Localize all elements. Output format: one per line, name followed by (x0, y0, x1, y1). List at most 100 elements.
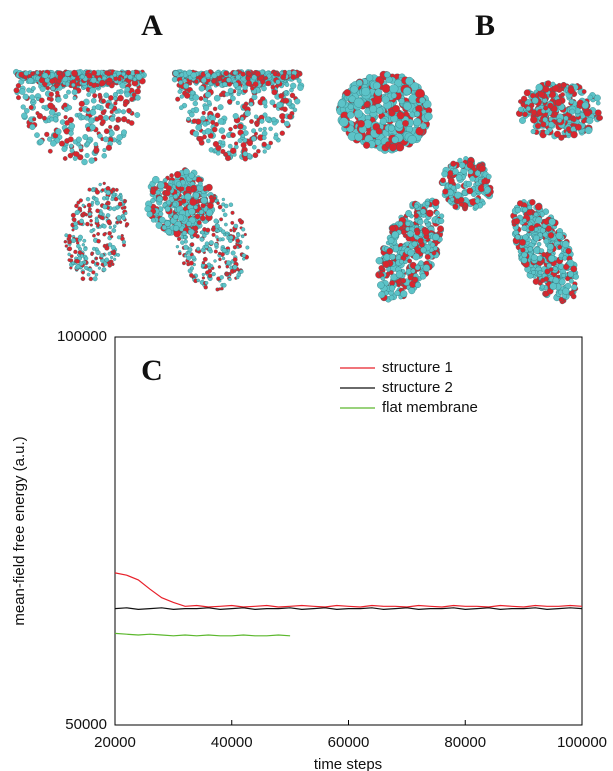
bead (287, 114, 292, 119)
bead (279, 93, 284, 98)
bead (88, 276, 93, 281)
bead (523, 112, 528, 117)
bead (263, 150, 267, 154)
bead (382, 84, 390, 92)
bead (466, 181, 472, 187)
bead (38, 139, 44, 145)
bead (376, 128, 382, 134)
bead (420, 123, 426, 129)
bead (166, 200, 171, 205)
bead (180, 73, 184, 77)
bead (233, 71, 237, 75)
bead (98, 266, 102, 270)
bead (415, 89, 424, 98)
bead (103, 109, 107, 113)
bead (90, 87, 96, 93)
bead (30, 95, 35, 100)
bead (216, 151, 220, 155)
bead (14, 88, 20, 94)
bead (284, 121, 289, 126)
bead (108, 226, 112, 230)
bead (228, 88, 233, 93)
bead (243, 151, 248, 156)
bead (526, 106, 531, 111)
bead (194, 205, 198, 209)
bead (287, 70, 292, 75)
bead (86, 197, 91, 202)
bead (213, 107, 217, 111)
bead (115, 110, 119, 114)
bead (87, 187, 91, 191)
bead (291, 74, 296, 79)
bead (157, 182, 164, 189)
bead (219, 217, 223, 221)
bead (29, 105, 34, 110)
bead (19, 89, 25, 95)
bead (98, 183, 102, 187)
bead (258, 128, 262, 132)
bead (76, 137, 82, 143)
bead (290, 83, 296, 89)
bead (441, 171, 447, 177)
bead (236, 101, 240, 105)
bead (184, 193, 191, 200)
bead (104, 93, 109, 98)
bead (212, 73, 217, 78)
bead (468, 169, 473, 174)
bead (356, 80, 362, 86)
bead (596, 101, 600, 105)
bead (106, 145, 112, 151)
bead (63, 103, 68, 108)
bead (245, 245, 249, 249)
bead (113, 73, 117, 77)
bead (582, 89, 586, 93)
bead (101, 119, 106, 124)
bead (96, 232, 100, 236)
bead (375, 139, 381, 145)
bead (595, 110, 601, 116)
bead (207, 100, 211, 104)
bead (128, 75, 133, 80)
bead (201, 197, 208, 204)
bead (55, 128, 61, 134)
bead (116, 119, 120, 123)
bead (63, 156, 67, 160)
bead (284, 98, 290, 104)
bead (241, 142, 247, 148)
bead (183, 83, 189, 89)
bead (94, 147, 100, 153)
bead (121, 116, 127, 122)
bead (230, 221, 234, 225)
bead (451, 185, 456, 190)
y-tick-label: 50000 (65, 716, 107, 733)
bead (178, 89, 182, 93)
bead (110, 116, 115, 121)
bead (42, 116, 47, 121)
bead (297, 78, 302, 83)
bead (282, 107, 287, 112)
bead (218, 258, 222, 262)
bead (252, 94, 258, 100)
bead (219, 128, 225, 134)
bead (218, 118, 224, 124)
bead (193, 101, 198, 106)
bead (117, 134, 123, 140)
bead (125, 92, 131, 98)
bead (177, 215, 183, 221)
bead (44, 132, 49, 137)
bead (111, 228, 116, 233)
bead (226, 78, 231, 83)
bead (108, 95, 113, 100)
bead (173, 71, 179, 77)
bead (89, 219, 93, 223)
bead (60, 120, 65, 125)
bead (249, 119, 253, 123)
bead (531, 129, 536, 134)
bead (191, 72, 197, 78)
bead (42, 105, 46, 109)
bead (95, 117, 100, 122)
bead (575, 124, 581, 130)
bead (107, 231, 112, 236)
bead (218, 104, 224, 110)
bead (229, 229, 232, 232)
